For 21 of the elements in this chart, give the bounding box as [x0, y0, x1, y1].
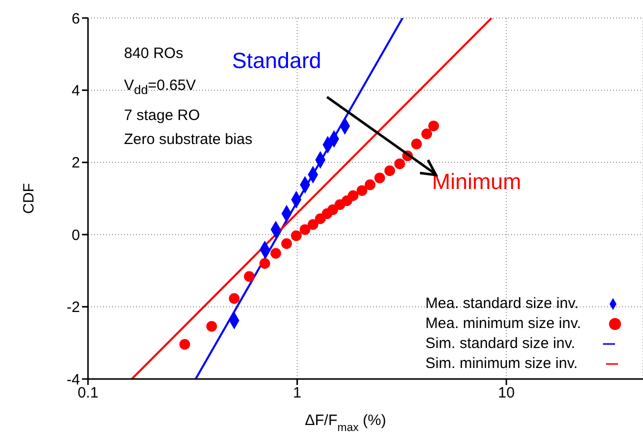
- legend-label: Sim. minimum size inv.: [425, 355, 578, 372]
- annotation: 7 stage RO: [124, 107, 200, 124]
- annotation: 840 ROs: [124, 45, 184, 62]
- y-tick-label: -2: [66, 299, 80, 316]
- y-axis-title: CDF: [20, 183, 38, 214]
- x-tick-label: 10: [498, 384, 515, 402]
- y-tick-label: 6: [72, 10, 80, 28]
- x-axis-title: ΔF/F$_{max}$ (%): [304, 412, 386, 433]
- annotation: Zero substrate bias: [124, 131, 252, 148]
- annotation: Minimum: [432, 169, 522, 194]
- y-tick-label: 2: [72, 154, 80, 172]
- x-tick-label: 1: [293, 384, 302, 402]
- annotation: Standard: [232, 48, 322, 73]
- x-tick-label: 0.1: [78, 384, 98, 402]
- y-tick-label: 4: [72, 82, 80, 100]
- annotation: V$_{dd}$=0.65V: [124, 77, 196, 97]
- y-tick-label: -4: [66, 371, 80, 388]
- y-tick-label: 0: [72, 226, 80, 244]
- legend-label: Mea. minimum size inv.: [425, 315, 581, 332]
- legend-label: Mea. standard size inv.: [425, 295, 579, 312]
- legend-label: Sim. standard size inv.: [425, 335, 576, 352]
